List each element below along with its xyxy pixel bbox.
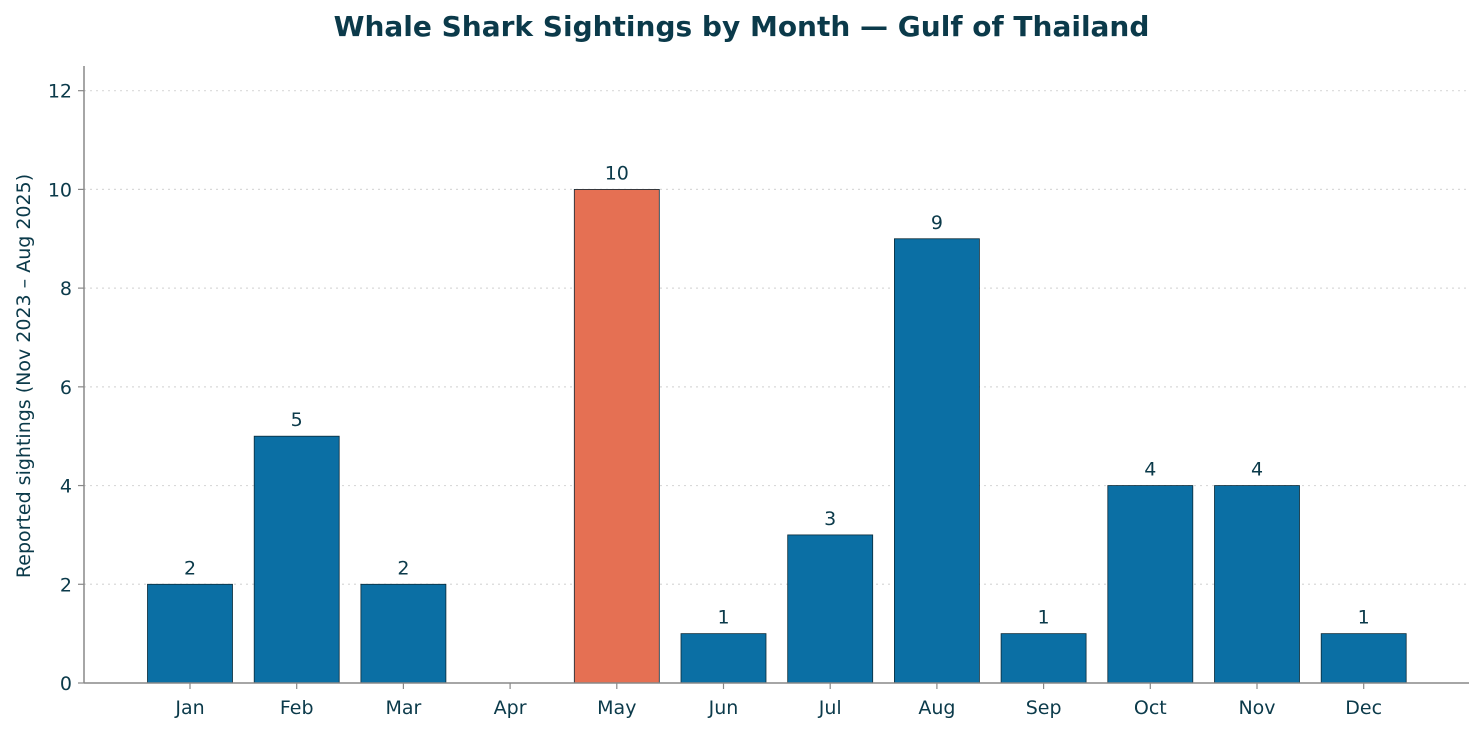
x-tick-label-jun: Jun [708, 697, 739, 719]
data-label-may: 10 [605, 162, 629, 184]
data-label-jul: 3 [824, 508, 836, 530]
data-label-sep: 1 [1038, 607, 1050, 629]
axes [83, 66, 1469, 684]
bar-aug [894, 238, 980, 684]
bar-dec [1320, 633, 1407, 684]
bars [147, 188, 1407, 684]
y-tick-label: 8 [60, 278, 72, 300]
data-label-mar: 2 [397, 557, 409, 579]
y-axis-title: Reported sightings (Nov 2023 – Aug 2025) [13, 174, 35, 578]
x-tick-label-dec: Dec [1345, 697, 1382, 719]
x-tick-label-jul: Jul [818, 697, 842, 719]
chart-title: Whale Shark Sightings by Month — Gulf of… [333, 10, 1150, 43]
x-tick-label-apr: Apr [494, 697, 527, 719]
bar-jun [680, 633, 767, 684]
y-tick-label: 6 [60, 377, 72, 399]
bar-sep [1000, 633, 1087, 684]
data-label-feb: 5 [291, 409, 303, 431]
y-tick-label: 4 [60, 476, 72, 498]
y-tick-label: 0 [60, 673, 72, 695]
data-label-aug: 9 [931, 212, 943, 234]
data-label-oct: 4 [1144, 459, 1156, 481]
data-label-nov: 4 [1251, 459, 1263, 481]
bar-oct [1107, 485, 1194, 684]
data-label-dec: 1 [1358, 607, 1370, 629]
bar-jan [147, 583, 233, 684]
x-tick-label-may: May [597, 697, 636, 719]
y-tick-label: 10 [48, 179, 72, 201]
y-tick-label: 12 [48, 81, 72, 103]
y-tick-label: 2 [60, 574, 72, 596]
x-tick-label-jan: Jan [174, 697, 204, 719]
bar-jul [787, 534, 874, 684]
bar-feb [253, 435, 340, 684]
data-labels: 2 5 2 10 1 3 9 1 4 4 1 [184, 162, 1370, 628]
x-tick-label-sep: Sep [1026, 697, 1062, 719]
x-tick-label-feb: Feb [280, 697, 314, 719]
x-axis-ticks: Jan Feb Mar Apr May Jun Jul Aug Sep Oct Nov Dec [174, 683, 1382, 719]
bar-nov [1214, 485, 1300, 684]
bar-mar [360, 583, 447, 684]
x-tick-label-oct: Oct [1134, 697, 1167, 719]
x-tick-label-mar: Mar [385, 697, 421, 719]
data-label-jan: 2 [184, 557, 196, 579]
bar-may [573, 188, 660, 684]
y-axis-ticks: 0 2 4 6 8 10 12 [48, 81, 84, 695]
data-label-jun: 1 [717, 607, 729, 629]
x-tick-label-nov: Nov [1238, 697, 1275, 719]
x-tick-label-aug: Aug [918, 697, 955, 719]
